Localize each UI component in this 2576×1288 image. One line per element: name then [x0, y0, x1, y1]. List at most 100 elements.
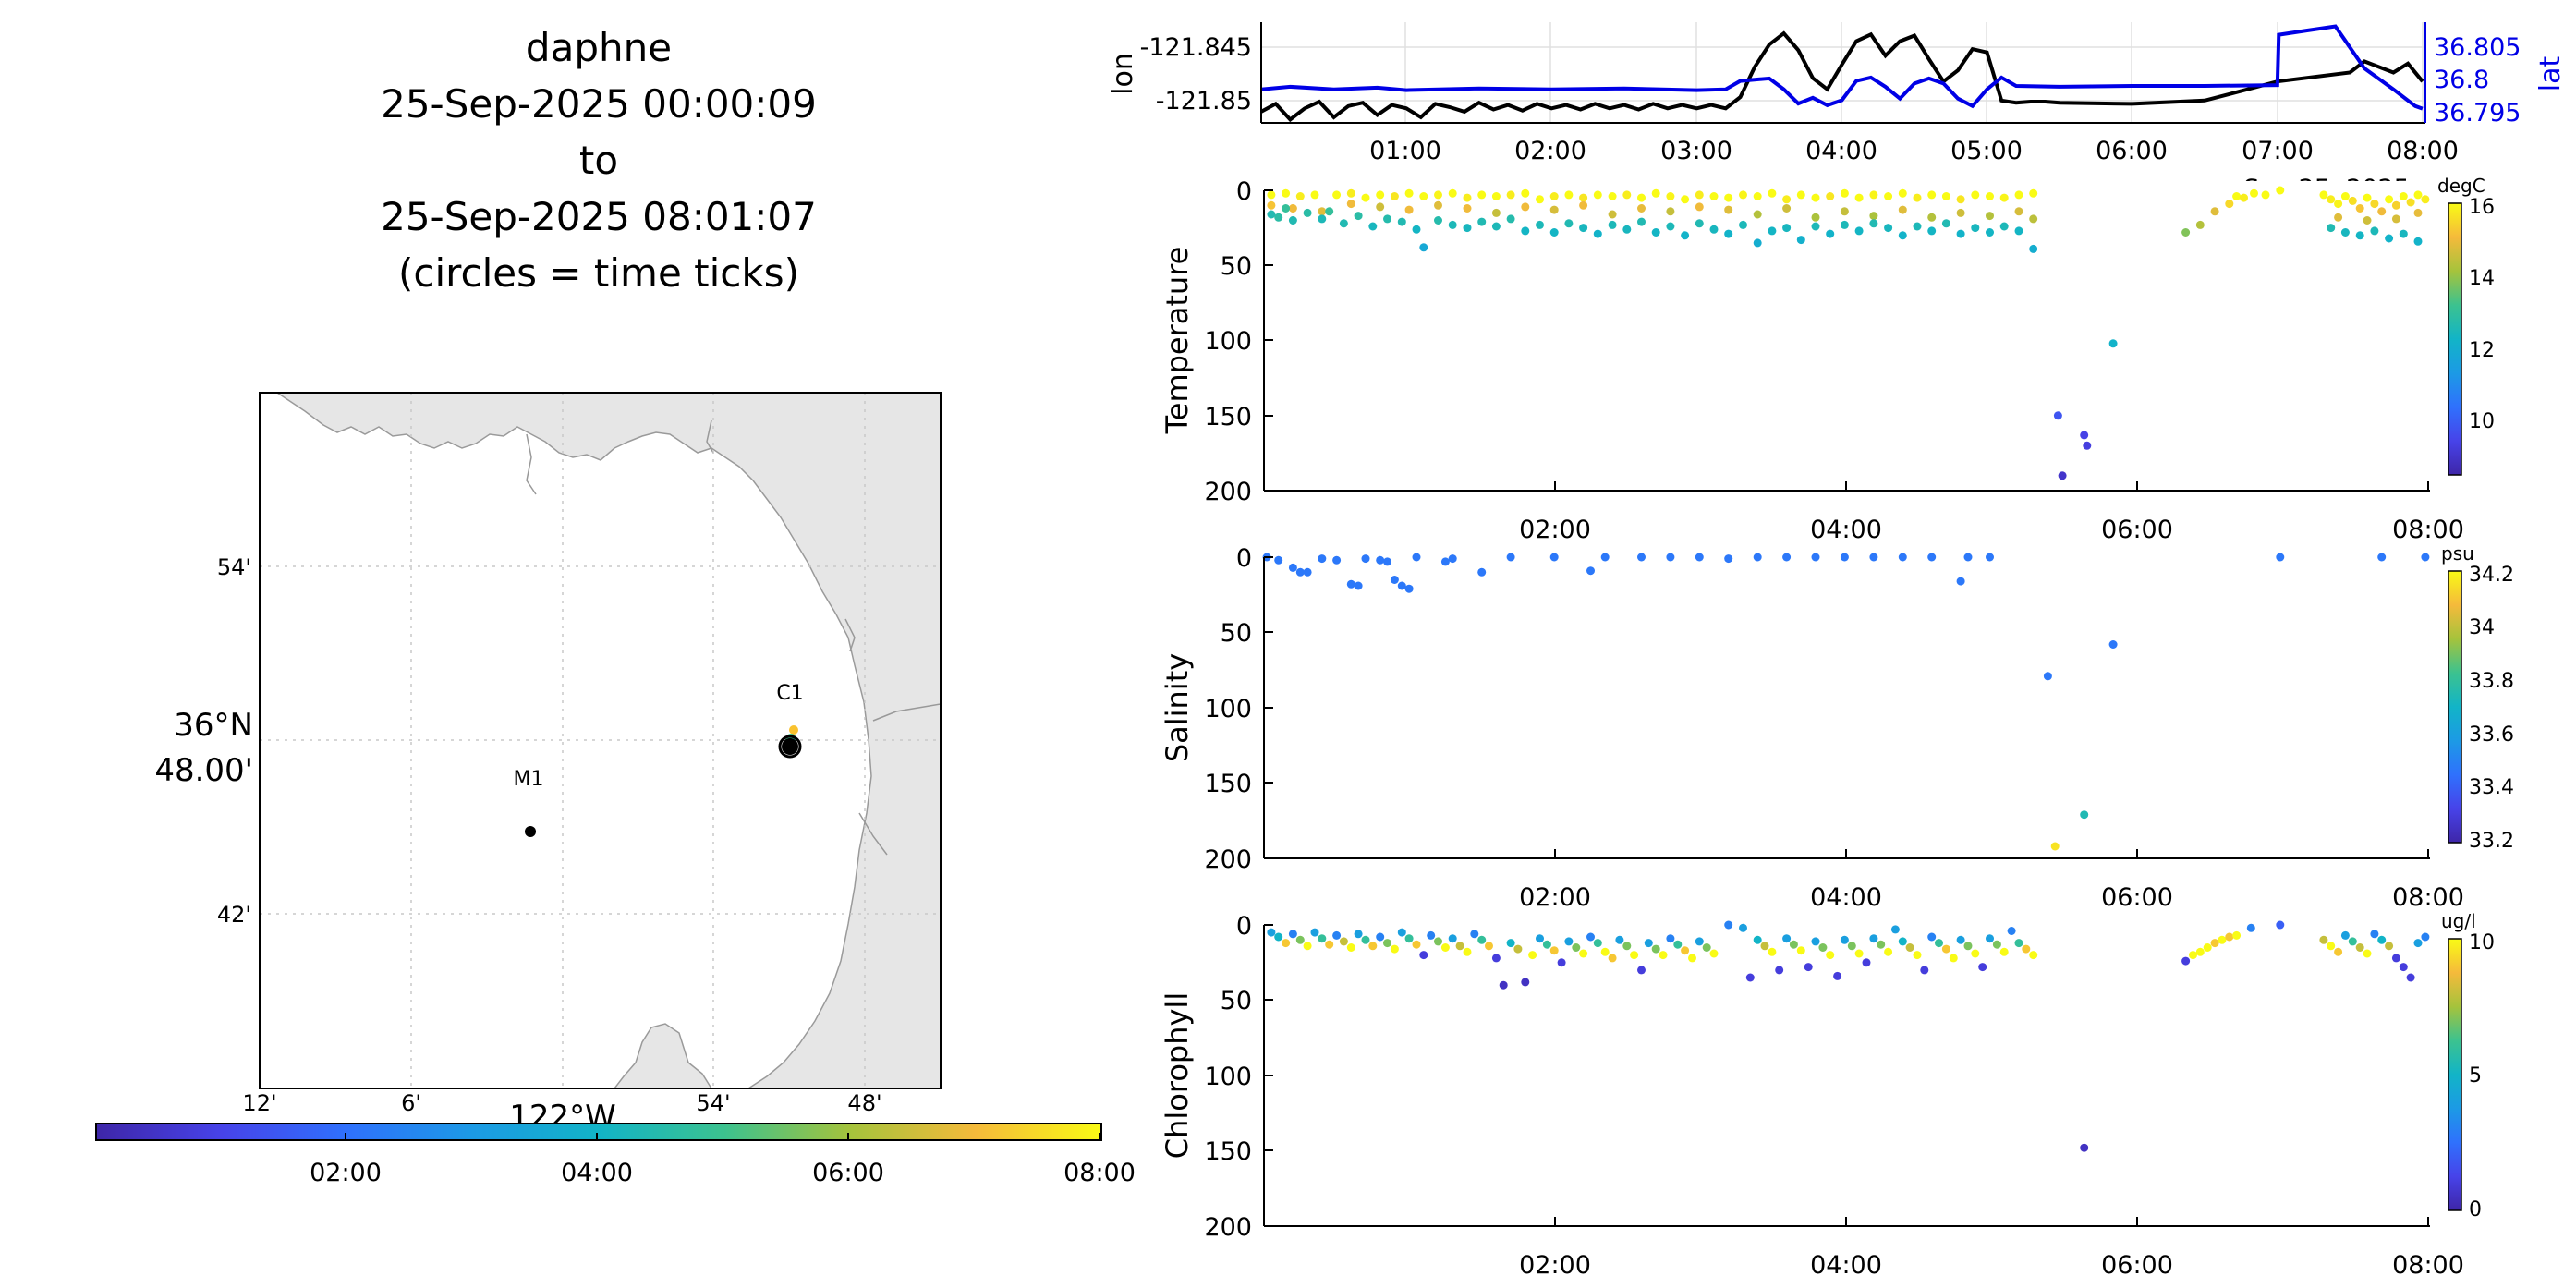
temperature-point-95: [1434, 216, 1442, 225]
salinity-point-17: [1448, 554, 1457, 564]
temperature-point-149: [2261, 190, 2270, 200]
chlorophyll-point-33: [1506, 939, 1515, 948]
map-slough: [872, 703, 941, 722]
temperature-point-11: [1434, 190, 1442, 200]
chlorophyll-point-87: [1913, 951, 1922, 960]
temperature-colorbar-units: degC: [2437, 175, 2485, 197]
position-x-tick-0300: 03:00: [1660, 137, 1732, 165]
salinity-point-37: [2043, 672, 2052, 681]
time-colorbar-tick-0800: 08:00: [1063, 1159, 1136, 1187]
temperature-point-27: [1666, 192, 1675, 200]
position-x-tick-0400: 04:00: [1805, 137, 1877, 165]
salinity-point-39: [2080, 810, 2089, 820]
chlorophyll-point-117: [2334, 947, 2343, 956]
position-x-tick-0500: 05:00: [1950, 137, 2023, 165]
temperature-point-59: [1434, 200, 1442, 210]
chlorophyll-point-90: [1935, 939, 1943, 948]
temperature-point-126: [1884, 224, 1893, 233]
temperature-point-107: [1608, 220, 1617, 229]
map-stations: M1 C1: [514, 682, 804, 837]
temperature-point-10: [1419, 192, 1428, 200]
temperature-point-44: [1913, 193, 1922, 202]
temperature-point-67: [1666, 207, 1675, 216]
chlorophyll-point-59: [1695, 937, 1704, 946]
salinity-y-tick-200: 200: [1204, 845, 1252, 874]
temperature-point-28: [1681, 195, 1690, 204]
chlorophyll-point-120: [2355, 943, 2364, 952]
salinity-colorbar-tick-34-2: 34.2: [2469, 564, 2514, 587]
temperature-point-122: [1826, 229, 1835, 238]
temperature-point-118: [1768, 226, 1777, 236]
temperature-point-139: [2080, 431, 2089, 440]
chlorophyll-point-1: [1274, 932, 1283, 942]
temperature-x-tick-0800: 08:00: [2392, 516, 2464, 544]
time-colorbar-tick-0200: 02:00: [310, 1159, 382, 1187]
temperature-point-1: [1282, 188, 1291, 198]
temperature-point-87: [1325, 207, 1334, 216]
chlorophyll-point-22: [1427, 930, 1436, 940]
salinity-point-5: [1318, 554, 1327, 564]
position-lon-line: [1260, 30, 2424, 123]
temperature-point-38: [1826, 192, 1835, 200]
chlorophyll-point-58: [1688, 954, 1696, 963]
temperature-x-tick-0200: 02:00: [1519, 516, 1591, 544]
temperature-point-92: [1397, 217, 1406, 226]
chlorophyll-y-tick-0: 0: [1236, 912, 1252, 941]
map-lat-major: 36°N: [174, 707, 253, 744]
position-x-tick-0200: 02:00: [1514, 137, 1586, 165]
temperature-point-141: [2108, 339, 2118, 348]
temperature-point-138: [2058, 471, 2067, 480]
temperature-point-176: [2413, 208, 2423, 217]
map-grid: [260, 393, 941, 1088]
temperature-point-125: [1869, 219, 1878, 228]
chlorophyll-point-72: [1804, 963, 1813, 972]
temperature-point-40: [1854, 193, 1864, 202]
chlorophyll-point-92: [1949, 954, 1958, 963]
chlorophyll-point-105: [2181, 956, 2191, 966]
chlorophyll-point-21: [1419, 951, 1428, 960]
temperature-point-93: [1412, 225, 1421, 234]
position-lat-tick-3: 36.795: [2434, 99, 2521, 128]
temperature-point-20: [1564, 190, 1574, 200]
temperature-point-147: [2240, 193, 2248, 202]
temperature-point-120: [1796, 236, 1805, 245]
temperature-panel: 0 50 100 150 200 02:00 04:00 06:00 08:00…: [1160, 175, 2495, 544]
temperature-point-148: [2250, 188, 2258, 198]
chlorophyll-colorbar: [2448, 938, 2462, 1211]
temperature-point-3: [1310, 190, 1319, 200]
chlorophyll-point-93: [1956, 935, 1965, 944]
map-frame: [259, 392, 942, 1089]
temperature-point-66: [1637, 204, 1646, 213]
temperature-point-21: [1579, 193, 1588, 202]
salinity-point-6: [1332, 555, 1342, 565]
temperature-point-76: [1927, 213, 1937, 222]
temperature-point-172: [2413, 237, 2423, 246]
temperature-point-71: [1782, 204, 1792, 213]
temperature-point-64: [1579, 200, 1588, 210]
chlorophyll-point-109: [2210, 939, 2219, 948]
salinity-colorbar-tick-33-2: 33.2: [2469, 830, 2514, 853]
title-note: (circles = time ticks): [398, 250, 799, 296]
salinity-point-43: [2421, 553, 2430, 562]
temperature-point-15: [1491, 192, 1501, 200]
chlorophyll-point-121: [2363, 949, 2372, 958]
temperature-point-123: [1840, 220, 1849, 229]
temperature-point-72: [1811, 213, 1820, 222]
temperature-x-tick-0600: 06:00: [2101, 516, 2173, 544]
chlorophyll-point-57: [1681, 946, 1690, 955]
temperature-point-166: [2327, 224, 2336, 233]
temperature-point-82: [1274, 213, 1283, 222]
chlorophyll-point-53: [1651, 944, 1660, 954]
chlorophyll-point-71: [1796, 946, 1805, 955]
position-x-tick-0800: 08:00: [2387, 137, 2459, 165]
chlorophyll-y-tick-150: 150: [1204, 1137, 1252, 1166]
salinity-colorbar-tick-33-8: 33.8: [2469, 670, 2514, 693]
salinity-point-16: [1440, 557, 1450, 566]
temperature-point-103: [1549, 228, 1559, 237]
salinity-points: [1262, 553, 2430, 851]
chlorophyll-point-6: [1310, 928, 1319, 937]
temperature-point-169: [2370, 226, 2379, 236]
temperature-point-152: [2327, 195, 2336, 204]
temperature-point-134: [1999, 222, 2009, 231]
temperature-point-94: [1419, 243, 1428, 252]
